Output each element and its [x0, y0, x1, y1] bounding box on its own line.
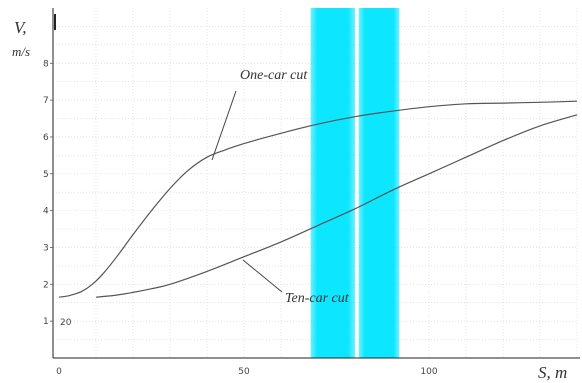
highlight-bands — [310, 8, 400, 358]
annotation-one-car-cut: One-car cut — [240, 68, 308, 83]
annotations: One-car cut Ten-car cut — [211, 68, 350, 306]
annotation-leader-line — [242, 259, 283, 293]
highlight-band — [358, 8, 400, 358]
x-tick-label: 0 — [56, 367, 62, 377]
series-line-ten-car — [95, 114, 578, 298]
series-lines — [58, 100, 578, 298]
y-tick-label: 2 — [43, 280, 49, 290]
y-tick-label: 1 — [43, 317, 49, 327]
y-tick-label: 4 — [43, 207, 49, 217]
axes — [52, 8, 580, 359]
y-axis-unit: m/s — [12, 44, 30, 59]
y-tick-label: 6 — [43, 133, 49, 143]
x-tick-label: 100 — [420, 367, 437, 377]
y-axis-label: V, — [14, 18, 27, 37]
highlight-band — [310, 8, 355, 358]
tick-labels: 1 2 3 4 5 6 7 8 0 50 100 — [43, 59, 438, 377]
x-tick-label: 50 — [238, 367, 250, 377]
series-line-one-car — [58, 100, 578, 298]
y-tick-label: 5 — [43, 170, 49, 180]
y-tick-label: 8 — [43, 59, 49, 69]
x-axis-label: S, m — [538, 363, 567, 382]
y-tick-label: 3 — [43, 243, 49, 253]
annotation-leader-line — [211, 90, 237, 161]
annotation-ten-car-cut: Ten-car cut — [285, 291, 350, 306]
y-tick-label: 7 — [43, 96, 49, 106]
extra-label: 20 — [60, 318, 72, 328]
